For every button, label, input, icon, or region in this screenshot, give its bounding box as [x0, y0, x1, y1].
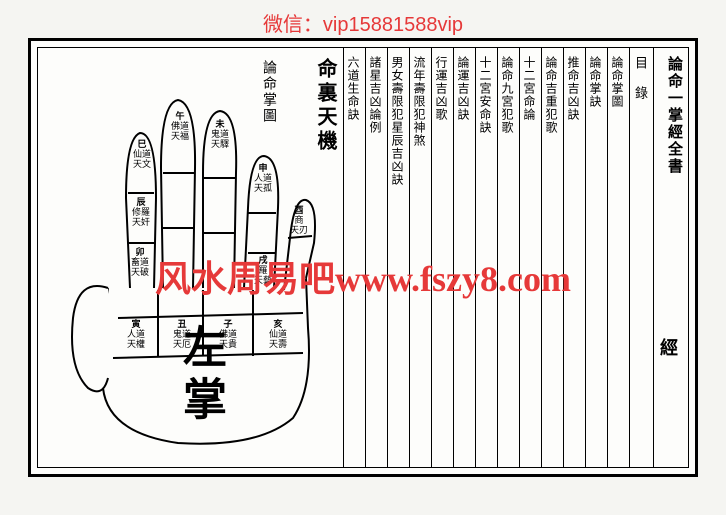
- seg-you: 酉商天刃: [286, 206, 312, 236]
- watermark-middle: 风水周易吧www.fszy8.com: [0, 250, 726, 302]
- palm-label: 左掌: [168, 324, 232, 428]
- spine-char: 經: [655, 338, 680, 360]
- seg-yin: 寅人道天權: [118, 320, 154, 350]
- seg-wei: 未鬼道天驛: [206, 120, 234, 150]
- seg-wu: 午佛道天福: [166, 112, 194, 142]
- seg-chen: 辰修羅天奸: [128, 198, 154, 228]
- seg-hai: 亥仙道天壽: [258, 320, 298, 350]
- seg-si: 巳仙道天文: [130, 140, 154, 170]
- watermark-top: 微信：vip15881588vip: [0, 8, 726, 37]
- seg-shen: 申人道天孤: [250, 164, 276, 194]
